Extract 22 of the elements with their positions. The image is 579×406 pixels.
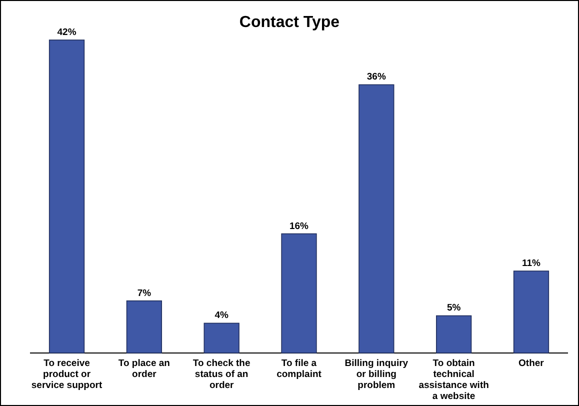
data-label: 7% <box>137 288 152 299</box>
data-label: 36% <box>366 72 386 83</box>
x-tick-label: To check the status of an order <box>192 358 250 391</box>
bar <box>281 233 317 354</box>
data-label: 42% <box>57 27 77 38</box>
data-label: 4% <box>214 310 230 322</box>
data-label: 5% <box>446 302 462 314</box>
x-tick-label: To obtain technical assistance with a website <box>418 358 490 402</box>
bar <box>204 322 240 354</box>
data-label: 11% <box>522 258 542 270</box>
bar <box>126 300 162 354</box>
chart-title: Contact Type <box>239 14 340 31</box>
x-tick-label: Billing inquiry or billing problem <box>344 358 409 391</box>
bar <box>358 84 394 354</box>
bar <box>513 270 550 354</box>
x-tick-label: Other <box>518 358 544 369</box>
bar <box>436 315 472 354</box>
data-label: 16% <box>289 220 310 232</box>
x-tick-label: To place an order <box>118 358 170 380</box>
x-tick-label: To receive product or service support <box>31 358 103 391</box>
x-tick-label: To file a complaint <box>276 358 322 380</box>
bar <box>48 40 85 354</box>
